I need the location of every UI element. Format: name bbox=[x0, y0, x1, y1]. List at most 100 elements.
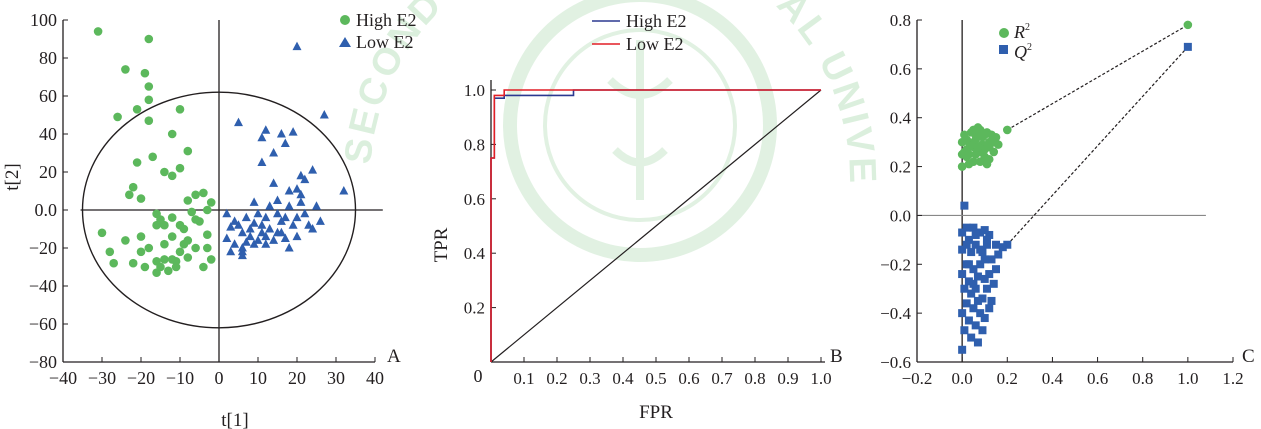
low-e2-point bbox=[288, 220, 298, 229]
high-e2-point bbox=[121, 236, 130, 245]
q2-point bbox=[962, 223, 971, 232]
r2-point bbox=[962, 135, 971, 144]
high-e2-point bbox=[206, 198, 216, 207]
high-e2-point bbox=[160, 167, 169, 177]
low-e2-point bbox=[257, 220, 267, 229]
r2-point bbox=[982, 159, 992, 169]
q2-point bbox=[978, 294, 987, 303]
q2-point bbox=[978, 326, 987, 335]
high-e2-point bbox=[199, 188, 208, 198]
panel-a-y-tick-label: −40 bbox=[29, 276, 57, 296]
q2-point bbox=[958, 270, 967, 279]
low-e2-point bbox=[261, 239, 271, 248]
q2-point bbox=[985, 270, 994, 279]
q2-point bbox=[980, 226, 989, 235]
r2-point bbox=[980, 145, 990, 154]
q2-point bbox=[980, 314, 989, 323]
panel-b-letter: B bbox=[830, 346, 843, 367]
watermark-text: SECOND MILITARY MEDICAL UNIVERSITY bbox=[0, 0, 883, 186]
low-e2-point bbox=[245, 231, 255, 241]
r2-point bbox=[957, 162, 967, 171]
low-e2-point bbox=[249, 197, 259, 206]
r2-point bbox=[973, 142, 983, 152]
panel-a-y-tick-label: 80 bbox=[39, 48, 57, 68]
high-e2-point bbox=[136, 247, 146, 257]
panel-a-y-tick-label: −60 bbox=[29, 314, 57, 334]
q2-point bbox=[962, 299, 971, 308]
high-e2-point bbox=[109, 258, 118, 268]
panel-b-x-axis-label: FPR bbox=[639, 402, 673, 423]
q2-point bbox=[960, 326, 969, 335]
low-e2-point bbox=[237, 227, 247, 237]
high-e2-point bbox=[160, 255, 169, 264]
low-e2-point bbox=[269, 178, 279, 187]
high-e2-point bbox=[156, 215, 165, 224]
low-e2-point bbox=[296, 197, 306, 206]
panel-a-y-tick-label: 100 bbox=[30, 10, 57, 30]
high-e2-point bbox=[183, 253, 193, 262]
panel-c-axes bbox=[916, 20, 1233, 363]
high-e2-point bbox=[167, 171, 177, 181]
panel-b-x-tick-label: 1.0 bbox=[810, 369, 831, 388]
high-e2-point bbox=[175, 247, 185, 257]
low-e2-point bbox=[284, 186, 294, 195]
low-e2-point bbox=[296, 170, 306, 180]
high-e2-point bbox=[175, 105, 185, 114]
low-e2-point bbox=[292, 184, 302, 193]
low-e2-point bbox=[253, 208, 263, 218]
high-e2-point bbox=[140, 68, 150, 78]
legend-low-e2-marker bbox=[339, 37, 351, 47]
r2-point bbox=[989, 137, 999, 147]
r2-point bbox=[1002, 125, 1012, 135]
q2-point bbox=[976, 245, 985, 254]
high-e2-point bbox=[203, 243, 212, 253]
panel-a-y-tick-label: 0.0 bbox=[35, 200, 58, 220]
panel-c-y-tick-label: 0.0 bbox=[890, 206, 911, 225]
q2-point bbox=[958, 228, 967, 237]
low-e2-point bbox=[230, 216, 240, 225]
panel-a-y-tick-label: 60 bbox=[39, 86, 57, 106]
high-e2-point bbox=[136, 232, 146, 241]
q2-point bbox=[967, 333, 976, 342]
low-e2-point bbox=[304, 220, 314, 229]
low-e2-point bbox=[222, 208, 232, 218]
panel-b-legend: High E2 Low E2 bbox=[592, 11, 687, 54]
high-e2-point bbox=[199, 262, 208, 272]
panel-a-x-axis-label: t[1] bbox=[221, 410, 248, 429]
q2-point bbox=[962, 240, 971, 249]
q2-point bbox=[992, 265, 1000, 274]
panel-b-reference-diagonal bbox=[490, 89, 822, 363]
low-e2-point bbox=[222, 233, 232, 242]
q2-point bbox=[971, 240, 980, 249]
panel-a-x-tick-label: −10 bbox=[166, 368, 194, 388]
q2-point bbox=[1003, 240, 1012, 249]
q2-point bbox=[987, 296, 996, 305]
high-e2-point bbox=[132, 158, 142, 167]
panel-b-roc-curve: 0.1 0.2 0.3 0.4 0.5 0.6 0.7 0.8 0.9 1.0 0.2 0.4 0.6 0… bbox=[431, 11, 843, 423]
high-e2-point bbox=[144, 82, 154, 91]
panel-c-y-tick-label: −0.2 bbox=[880, 255, 911, 274]
high-e2-point bbox=[128, 182, 138, 192]
low-e2-point bbox=[265, 201, 275, 210]
panel-c-x-tick-label: 0.6 bbox=[1087, 369, 1108, 388]
panel-b-x-tick-label: 0.4 bbox=[612, 369, 634, 388]
high-e2-point bbox=[113, 112, 122, 122]
high-e2-point bbox=[121, 65, 130, 74]
high-e2-point bbox=[183, 146, 193, 156]
panel-a-axes bbox=[62, 20, 383, 363]
high-e2-point bbox=[191, 215, 200, 224]
r2-point bbox=[989, 147, 999, 157]
panel-a-x-tick-label: 0 bbox=[215, 368, 224, 388]
r2-point bbox=[969, 125, 978, 135]
panel-c-legend: R2 Q2 bbox=[999, 22, 1032, 62]
panel-c-x-tick-label: 1.0 bbox=[1177, 369, 1198, 388]
high-e2-point bbox=[148, 152, 157, 162]
low-e2-point bbox=[257, 227, 267, 237]
panel-a-confidence-ellipse bbox=[81, 91, 357, 329]
panel-b-x-tick-label: 0.2 bbox=[546, 369, 567, 388]
panel-b-x-tick-label: 0.6 bbox=[678, 369, 699, 388]
panel-a-x-tick-label: 30 bbox=[327, 368, 345, 388]
high-e2-point bbox=[179, 239, 189, 249]
panel-b-x-tick-label: 0.5 bbox=[645, 369, 666, 388]
q2-point bbox=[989, 279, 998, 288]
